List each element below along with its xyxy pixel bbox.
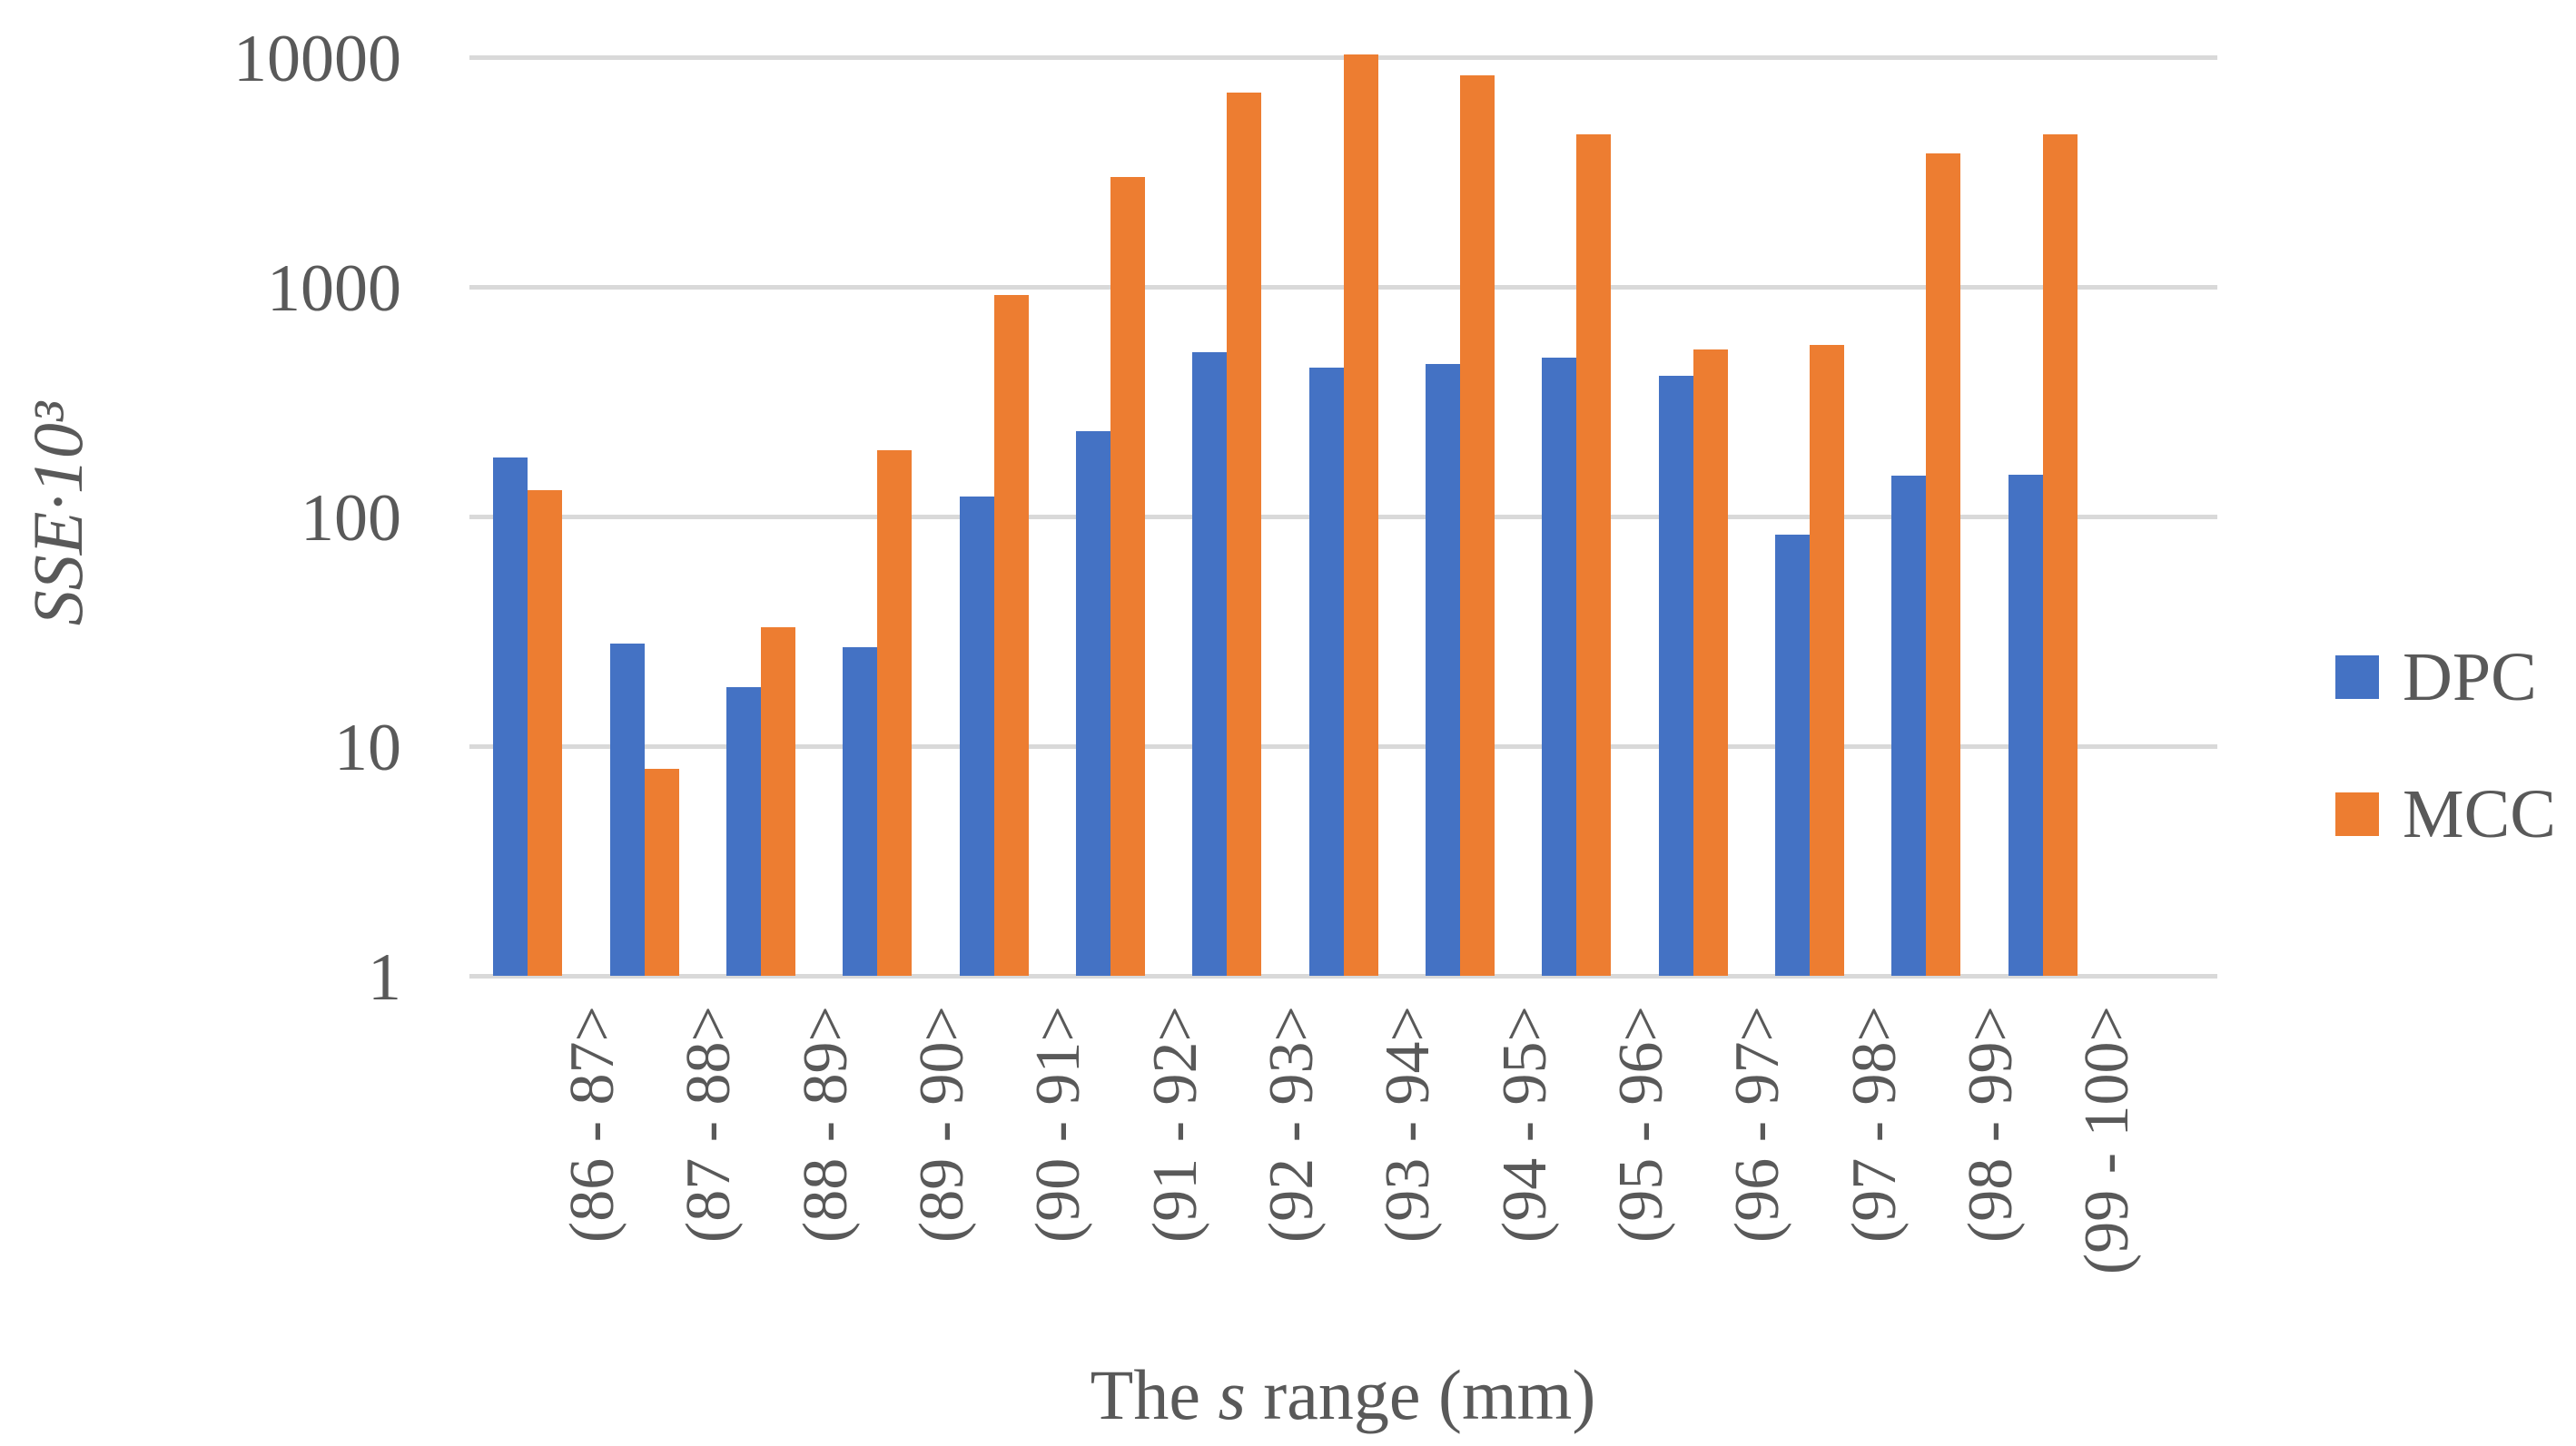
x-tick-label-5: (91 - 92> (1140, 1006, 1210, 1244)
x-axis-title-post: range (mm) (1245, 1355, 1596, 1434)
x-tick-label-7: (93 - 94> (1373, 1006, 1443, 1244)
legend-label-mcc: MCC (2403, 776, 2556, 852)
bar-dpc-10 (1659, 376, 1693, 976)
x-tick-label-8: (94 - 95> (1490, 1006, 1560, 1244)
x-tick-label-2: (88 - 89> (791, 1006, 861, 1244)
gridline-10000 (469, 55, 2217, 60)
x-axis-title: The s range (mm) (1091, 1354, 1596, 1436)
y-tick-label-1000: 1000 (267, 251, 401, 326)
bar-dpc-5 (1076, 431, 1110, 976)
bar-dpc-8 (1426, 364, 1460, 976)
x-tick-label-9: (95 - 96> (1606, 1006, 1676, 1244)
gridline-1 (469, 974, 2217, 979)
x-tick-label-3: (89 - 90> (907, 1006, 977, 1244)
bar-mcc-8 (1460, 75, 1495, 976)
bar-dpc-3 (843, 647, 877, 976)
bar-mcc-1 (645, 769, 679, 976)
x-tick-label-10: (96 - 97> (1722, 1006, 1792, 1244)
legend-entry-dpc: DPC (2335, 643, 2556, 712)
legend-swatch-dpc (2335, 655, 2379, 699)
y-tick-label-10: 10 (334, 711, 401, 785)
x-tick-label-6: (92 - 93> (1257, 1006, 1327, 1244)
bar-dpc-4 (960, 497, 994, 976)
bar-mcc-12 (1926, 153, 1960, 976)
x-tick-label-0: (86 - 87> (558, 1006, 627, 1244)
bar-dpc-1 (610, 644, 645, 976)
bar-dpc-12 (1891, 476, 1926, 976)
x-tick-label-4: (90 - 91> (1023, 1006, 1093, 1244)
legend-swatch-mcc (2335, 792, 2379, 836)
bar-mcc-11 (1810, 345, 1844, 976)
x-tick-label-13: (99 - 100> (2072, 1006, 2142, 1275)
bar-mcc-9 (1576, 134, 1611, 976)
bar-dpc-6 (1192, 352, 1227, 976)
bar-mcc-4 (994, 295, 1029, 976)
y-tick-label-100: 100 (301, 481, 401, 556)
bar-dpc-2 (726, 687, 761, 976)
x-tick-label-12: (98 - 99> (1956, 1006, 2026, 1244)
bar-dpc-0 (493, 457, 528, 976)
legend-entry-mcc: MCC (2335, 780, 2556, 849)
bar-mcc-10 (1693, 349, 1728, 976)
bar-dpc-9 (1542, 358, 1576, 976)
bar-dpc-13 (2008, 475, 2043, 976)
x-axis-title-italic-s: s (1218, 1355, 1246, 1434)
y-axis-title: SSE·10³ (18, 401, 97, 626)
bar-dpc-7 (1309, 368, 1344, 976)
bar-mcc-2 (761, 627, 795, 976)
x-tick-label-1: (87 - 88> (674, 1006, 744, 1244)
y-tick-label-1: 1 (368, 940, 401, 1015)
legend-label-dpc: DPC (2403, 639, 2537, 715)
x-tick-label-11: (97 - 98> (1840, 1006, 1910, 1244)
bar-mcc-0 (528, 490, 562, 976)
bar-mcc-5 (1110, 177, 1145, 976)
gridline-1000 (469, 285, 2217, 290)
bar-mcc-13 (2043, 134, 2078, 976)
bar-mcc-7 (1344, 54, 1378, 976)
y-tick-label-10000: 10000 (233, 22, 401, 96)
bar-mcc-6 (1227, 93, 1261, 976)
bar-dpc-11 (1775, 535, 1810, 976)
legend: DPC MCC (2335, 643, 2556, 930)
bar-mcc-3 (877, 450, 912, 976)
x-axis-title-pre: The (1090, 1355, 1219, 1434)
